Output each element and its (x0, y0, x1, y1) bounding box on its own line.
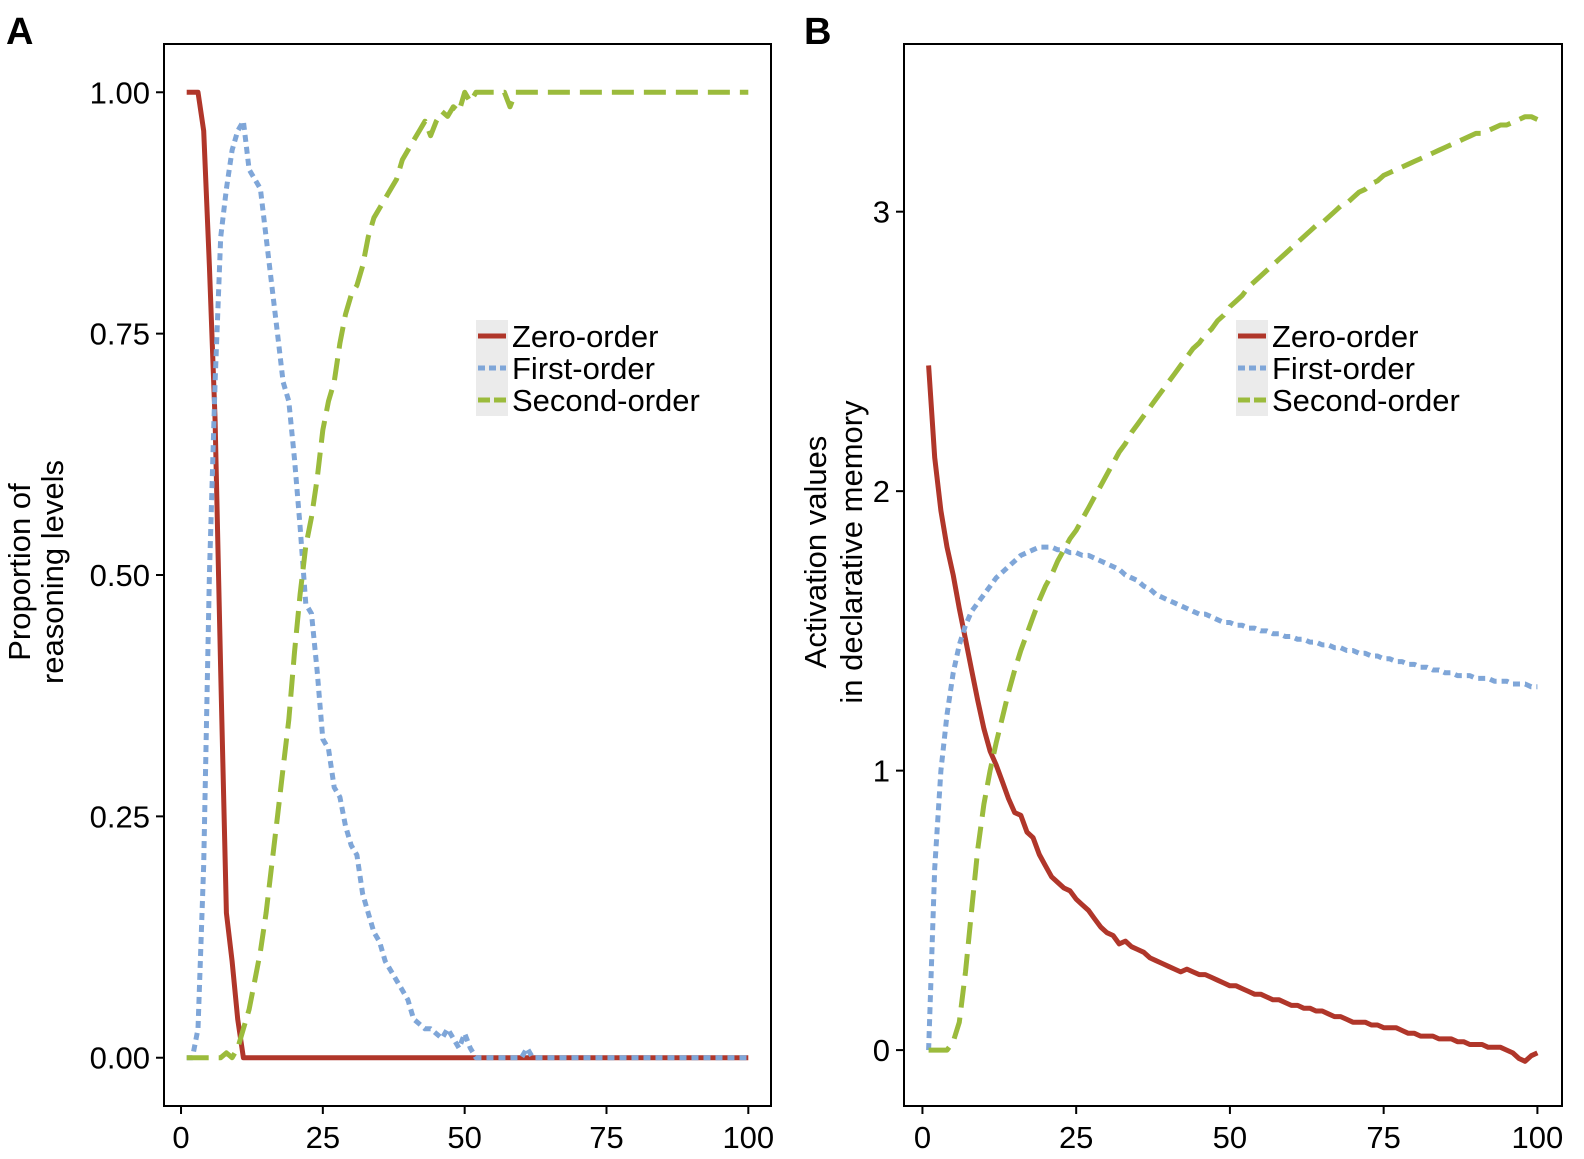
y-tick-label: 0.75 (90, 317, 150, 352)
legend-b: Zero-order First-order Second-order (1236, 319, 1460, 418)
x-tick-label: 75 (1366, 1120, 1400, 1155)
x-tick-label: 0 (172, 1120, 189, 1155)
plot-frame-a (163, 43, 772, 1107)
x-tick-label: 50 (1213, 1120, 1247, 1155)
panel-letter-a: A (6, 11, 33, 53)
series-line-second-order-a (186, 89, 749, 1061)
legend-label-zero-order: Zero-order (512, 319, 658, 354)
x-tick-label: 100 (722, 1120, 774, 1155)
y-tick-label: 2 (873, 474, 890, 509)
x-tick-label: 0 (914, 1120, 931, 1155)
axis-ticks-a (156, 91, 750, 1114)
x-tick-label: 100 (1512, 1120, 1564, 1155)
axis-ticks-b (896, 210, 1539, 1114)
legend-a: Zero-order First-order Second-order (476, 319, 700, 418)
y-axis-title-a-line1: Proportion of (2, 483, 37, 661)
y-tick-label: 0.00 (90, 1041, 150, 1076)
x-tick-label: 75 (589, 1120, 623, 1155)
y-axis-title-b: Activation values in declarative memory (798, 400, 869, 704)
x-tick-label: 25 (1059, 1120, 1093, 1155)
y-tick-label: 0.25 (90, 799, 150, 834)
legend-label-zero-order: Zero-order (1272, 319, 1418, 354)
series-line-second-order-b (928, 114, 1539, 1053)
y-axis-title-b-line2: in declarative memory (834, 400, 869, 704)
x-tick-label: 50 (447, 1120, 481, 1155)
y-tick-label: 1 (873, 754, 890, 789)
series-line-first-order-a (186, 118, 749, 1061)
x-tick-label: 25 (306, 1120, 340, 1155)
panel-a: A Proportion of reasoning levels 0.00 0.… (2, 11, 774, 1155)
legend-label-first-order: First-order (1272, 351, 1415, 386)
series-line-first-order-b (926, 544, 1538, 1051)
y-tick-label: 1.00 (90, 75, 150, 110)
y-axis-title-a-line2: reasoning levels (35, 460, 70, 684)
series-line-zero-order-b (926, 365, 1539, 1064)
series-line-zero-order-a (186, 89, 749, 1061)
legend-label-second-order: Second-order (512, 383, 700, 418)
y-tick-label: 0 (873, 1033, 890, 1068)
panel-b: B Activation values in declarative memor… (798, 11, 1563, 1155)
legend-label-first-order: First-order (512, 351, 655, 386)
legend-label-second-order: Second-order (1272, 383, 1460, 418)
y-tick-label: 0.50 (90, 558, 150, 593)
panel-letter-b: B (804, 11, 831, 53)
y-axis-title-b-line1: Activation values (798, 436, 833, 669)
plot-frame-b (903, 43, 1563, 1107)
y-tick-label: 3 (873, 195, 890, 230)
y-axis-title-a: Proportion of reasoning levels (2, 460, 70, 684)
